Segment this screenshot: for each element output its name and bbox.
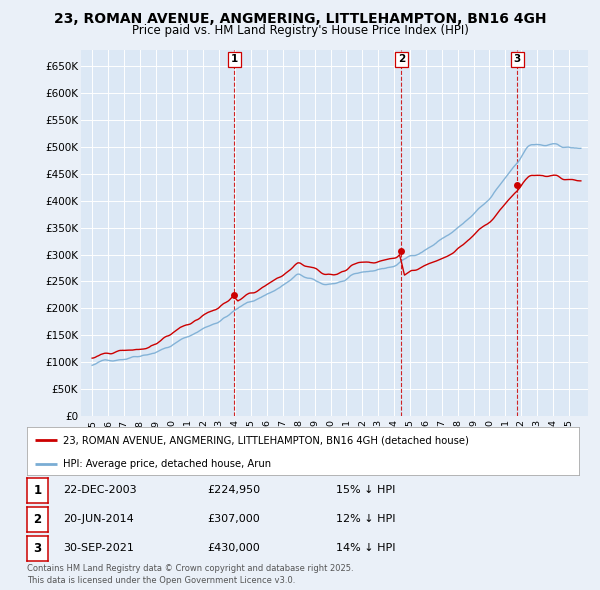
Text: Price paid vs. HM Land Registry's House Price Index (HPI): Price paid vs. HM Land Registry's House … [131, 24, 469, 37]
Text: 1: 1 [231, 54, 238, 64]
Text: £430,000: £430,000 [207, 543, 260, 553]
Text: 3: 3 [514, 54, 521, 64]
Text: 2: 2 [34, 513, 41, 526]
Text: 12% ↓ HPI: 12% ↓ HPI [336, 514, 395, 524]
Text: 30-SEP-2021: 30-SEP-2021 [63, 543, 134, 553]
Text: HPI: Average price, detached house, Arun: HPI: Average price, detached house, Arun [63, 459, 271, 469]
Text: 20-JUN-2014: 20-JUN-2014 [63, 514, 134, 524]
Text: 23, ROMAN AVENUE, ANGMERING, LITTLEHAMPTON, BN16 4GH (detached house): 23, ROMAN AVENUE, ANGMERING, LITTLEHAMPT… [63, 435, 469, 445]
Text: Contains HM Land Registry data © Crown copyright and database right 2025.
This d: Contains HM Land Registry data © Crown c… [27, 565, 353, 585]
Text: 15% ↓ HPI: 15% ↓ HPI [336, 486, 395, 495]
Text: £224,950: £224,950 [207, 486, 260, 495]
Text: £307,000: £307,000 [207, 514, 260, 524]
Text: 23, ROMAN AVENUE, ANGMERING, LITTLEHAMPTON, BN16 4GH: 23, ROMAN AVENUE, ANGMERING, LITTLEHAMPT… [54, 12, 546, 26]
Text: 14% ↓ HPI: 14% ↓ HPI [336, 543, 395, 553]
Text: 1: 1 [34, 484, 41, 497]
Text: 3: 3 [34, 542, 41, 555]
Text: 22-DEC-2003: 22-DEC-2003 [63, 486, 137, 495]
Text: 2: 2 [398, 54, 405, 64]
